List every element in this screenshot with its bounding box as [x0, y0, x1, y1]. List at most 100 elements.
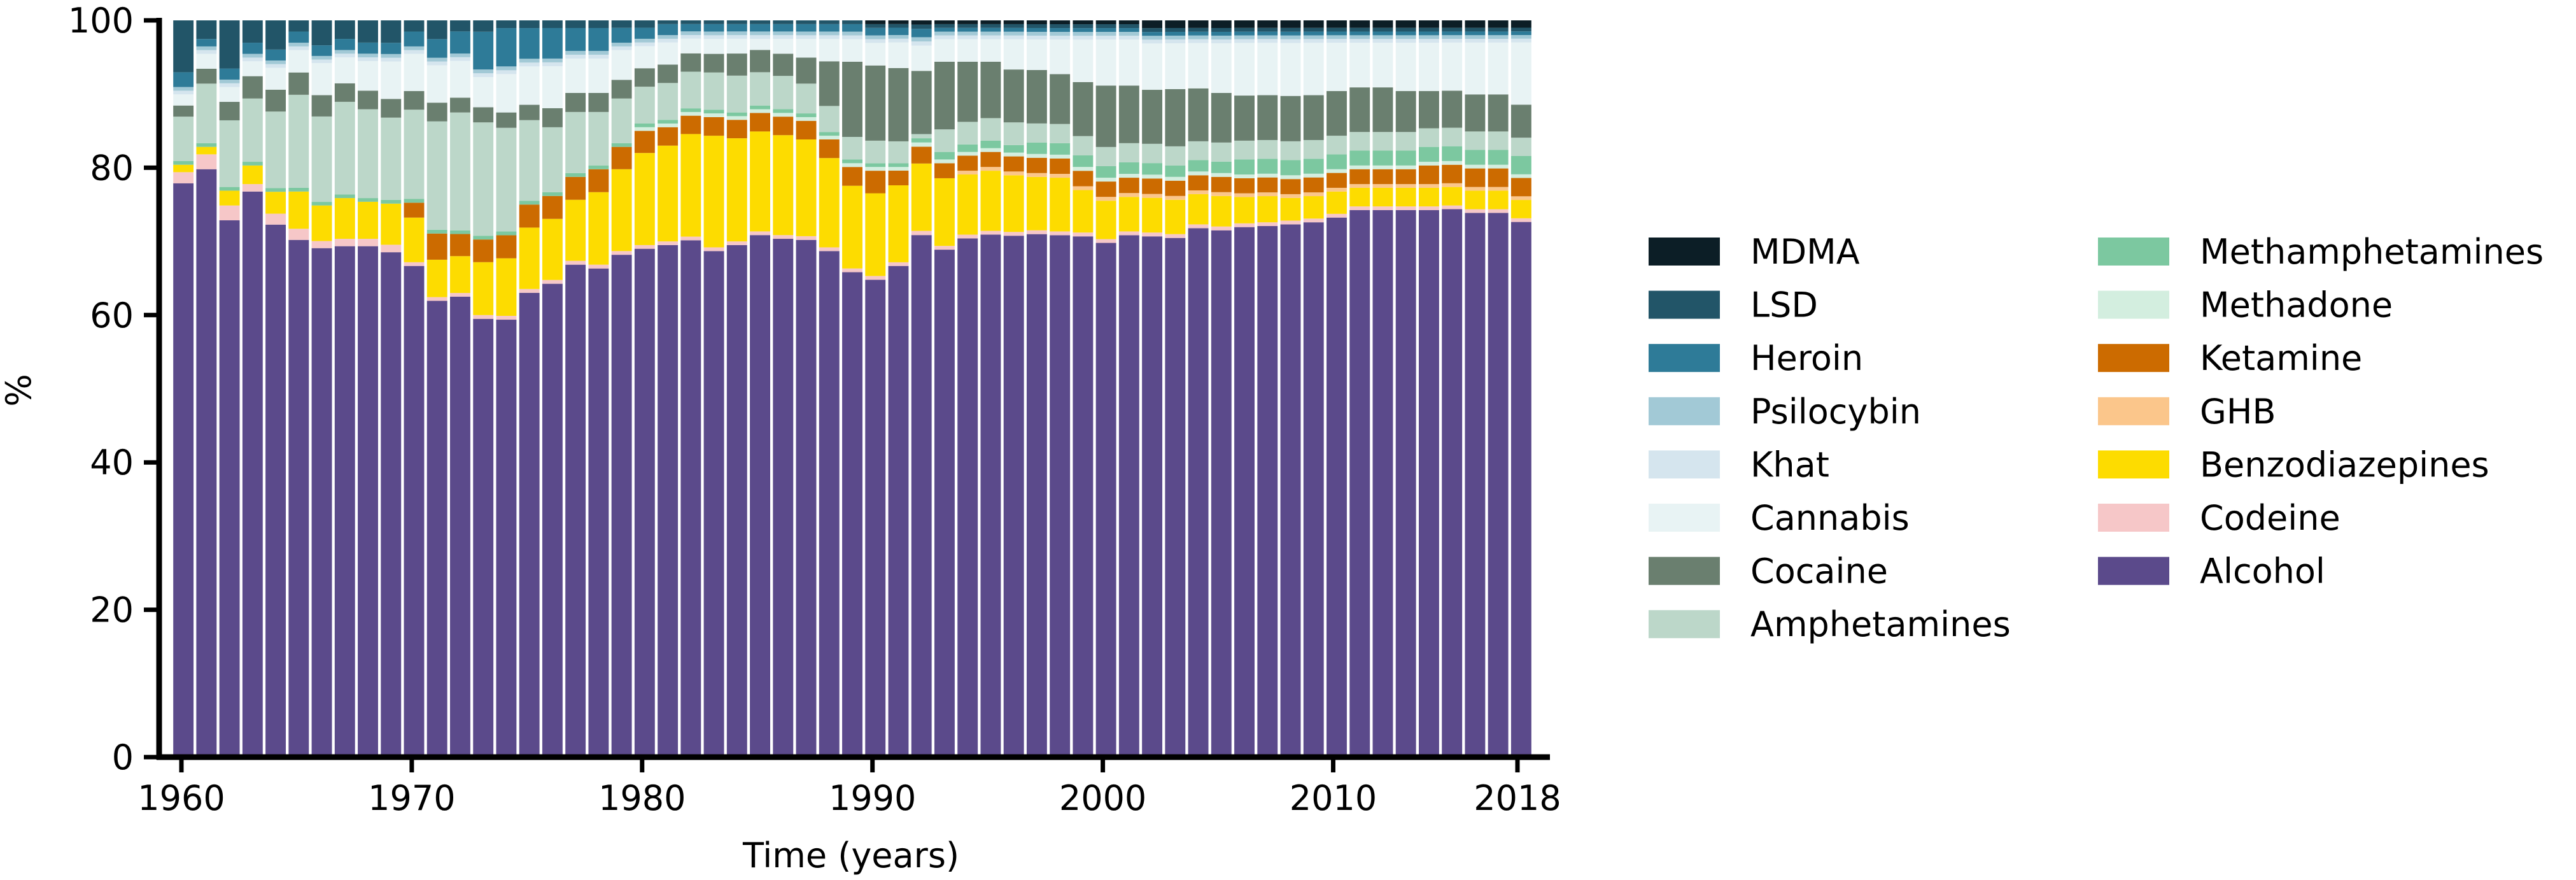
- bar-segment-codeine-1961: [196, 154, 217, 169]
- bar-segment-methadone-2004: [1188, 171, 1209, 176]
- bar-segment-codeine-2011: [1349, 206, 1370, 211]
- bar-segment-khat-2018: [1510, 38, 1531, 43]
- bar-segment-codeine-1998: [1050, 231, 1071, 236]
- bar-segment-cannabis-2007: [1257, 43, 1278, 96]
- bar-segment-lsd-1987: [796, 20, 817, 24]
- bar-segment-cocaine-2011: [1349, 87, 1370, 132]
- bar-segment-benzodiazepines-1976: [542, 218, 563, 280]
- bar-segment-heroin-2017: [1488, 31, 1509, 36]
- bar-segment-ketamine-2008: [1280, 179, 1301, 194]
- bar-segment-khat-2014: [1418, 39, 1439, 43]
- bar-segment-amphetamines-1975: [519, 120, 540, 201]
- bar-segment-amphetamines-2008: [1280, 141, 1301, 160]
- bar-segment-ghb-1994: [957, 171, 978, 175]
- bar-segment-benzodiazepines-2012: [1372, 187, 1393, 207]
- bar-segment-heroin-1975: [519, 28, 540, 59]
- bar-segment-amphetamines-1964: [265, 111, 286, 188]
- bar-segment-methamphetamines-2008: [1280, 160, 1301, 176]
- bar-segment-lsd-2005: [1211, 27, 1232, 32]
- bar-segment-codeine-1960: [173, 172, 194, 183]
- bar-segment-lsd-1988: [819, 20, 840, 24]
- bar-segment-heroin-1981: [658, 24, 679, 36]
- bar-segment-lsd-1982: [680, 20, 701, 24]
- bar-segment-heroin-2006: [1234, 31, 1255, 36]
- bar-segment-cannabis-1970: [404, 53, 425, 92]
- bar-segment-benzodiazepines-2011: [1349, 187, 1370, 207]
- bar-segment-heroin-2015: [1442, 31, 1463, 36]
- bar-segment-cocaine-2006: [1234, 96, 1255, 141]
- bar-segment-alcohol-1969: [381, 252, 402, 757]
- bar-segment-lsd-1970: [404, 20, 425, 32]
- bar-segment-heroin-1976: [542, 27, 563, 59]
- bar-segment-benzodiazepines-2017: [1488, 190, 1509, 209]
- bar-segment-alcohol-1998: [1050, 235, 1071, 758]
- bar-segment-cocaine-1992: [911, 71, 932, 134]
- bar-segment-alcohol-1973: [473, 318, 494, 758]
- bar-segment-codeine-2000: [1095, 239, 1116, 243]
- bar-segment-heroin-1988: [819, 24, 840, 32]
- bar-segment-codeine-1981: [658, 241, 679, 245]
- bar-segment-alcohol-1997: [1026, 234, 1047, 758]
- bar-segment-benzodiazepines-2010: [1327, 191, 1347, 214]
- bar-segment-benzodiazepines-2006: [1234, 197, 1255, 224]
- bar-segment-psilocybin-1999: [1073, 32, 1094, 36]
- bar-segment-amphetamines-2017: [1488, 131, 1509, 150]
- bar-segment-cocaine-2007: [1257, 95, 1278, 140]
- bar-segment-amphetamines-1977: [565, 111, 586, 173]
- bar-segment-methadone-2005: [1211, 173, 1232, 177]
- bar-segment-khat-1963: [242, 57, 263, 62]
- bar-segment-codeine-1969: [381, 245, 402, 253]
- legend-swatch-amphetamines: [1649, 610, 1720, 639]
- bar-segment-amphetamines-1976: [542, 127, 563, 192]
- bar-segment-khat-1976: [542, 62, 563, 66]
- bar-segment-khat-2002: [1142, 39, 1163, 44]
- bar-segment-heroin-1980: [634, 27, 655, 39]
- bar-segment-heroin-1994: [957, 27, 978, 32]
- legend-swatch-mdma: [1649, 238, 1720, 266]
- bar-segment-mdma-1994: [957, 20, 978, 24]
- bar-segment-methamphetamines-1990: [865, 163, 886, 167]
- bar-segment-ketamine-1980: [634, 131, 655, 153]
- bar-segment-heroin-2007: [1257, 31, 1278, 36]
- bar-segment-benzodiazepines-1968: [358, 201, 378, 239]
- bar-segment-khat-1978: [588, 54, 609, 59]
- bar-segment-cannabis-2014: [1418, 43, 1439, 92]
- bar-segment-cocaine-2013: [1395, 91, 1416, 132]
- bar-segment-heroin-1962: [219, 68, 240, 80]
- bar-segment-lsd-2012: [1372, 27, 1393, 32]
- bar-segment-cannabis-2003: [1165, 43, 1186, 89]
- bar-segment-cocaine-1996: [1003, 69, 1024, 123]
- bar-segment-cocaine-2014: [1418, 91, 1439, 129]
- bar-segment-lsd-2006: [1234, 27, 1255, 32]
- bar-segment-heroin-2013: [1395, 31, 1416, 36]
- bar-segment-benzodiazepines-1971: [426, 259, 447, 297]
- bar-segment-methamphetamines-2007: [1257, 159, 1278, 174]
- bar-segment-heroin-2001: [1118, 28, 1139, 32]
- bar-segment-psilocybin-2015: [1442, 35, 1463, 39]
- bar-segment-lsd-1965: [288, 20, 309, 32]
- bar-segment-benzodiazepines-1978: [588, 192, 609, 265]
- bar-segment-psilocybin-2014: [1418, 35, 1439, 39]
- bar-segment-mdma-1990: [865, 20, 886, 24]
- bar-segment-ghb-2013: [1395, 184, 1416, 188]
- bar-segment-cocaine-1966: [311, 95, 332, 117]
- bar-segment-heroin-1971: [426, 39, 447, 58]
- bar-segment-mdma-2003: [1165, 20, 1186, 28]
- bar-segment-codeine-1992: [911, 231, 932, 236]
- bar-segment-khat-1996: [1003, 35, 1024, 39]
- bar-segment-lsd-1989: [842, 20, 862, 24]
- bar-segment-amphetamines-2006: [1234, 140, 1255, 160]
- bar-segment-ketamine-1975: [519, 204, 540, 228]
- legend-swatch-cocaine: [1649, 557, 1720, 585]
- bar-segment-ghb-2012: [1372, 184, 1393, 188]
- bar-segment-cocaine-1964: [265, 89, 286, 112]
- bar-segment-lsd-1960: [173, 20, 194, 73]
- bar-segment-codeine-1983: [703, 247, 724, 252]
- legend-item-cannabis: Cannabis: [1649, 498, 1910, 538]
- bar-segment-cannabis-2018: [1510, 42, 1531, 105]
- bar-segment-heroin-1967: [334, 39, 355, 50]
- bar-segment-methamphetamines-1984: [726, 112, 747, 117]
- bar-segment-psilocybin-1984: [726, 31, 747, 36]
- legend-swatch-benzodiazepines: [2098, 450, 2169, 479]
- bar-segment-codeine-1979: [611, 251, 632, 255]
